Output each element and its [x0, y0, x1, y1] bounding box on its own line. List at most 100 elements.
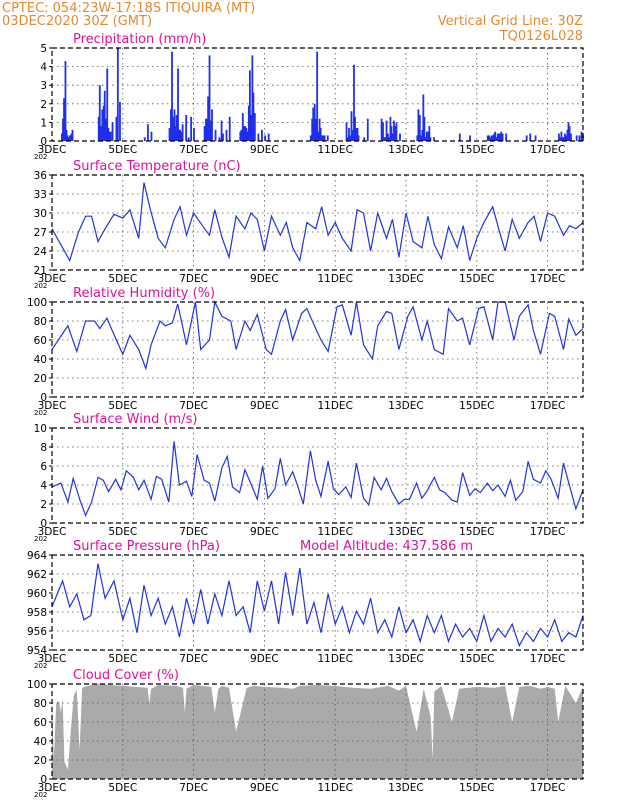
- cloud-xtick-label: 5DEC: [108, 782, 137, 794]
- precip-bar: [493, 133, 496, 141]
- header-location: CPTEC: 054:23W-17:18S ITIQUIRA (MT): [2, 1, 255, 16]
- pres-frame: [51, 554, 584, 651]
- rh-title: Relative Humidity (%): [73, 286, 215, 301]
- precip-bar: [427, 131, 429, 141]
- precip-bar: [71, 129, 74, 141]
- header-grid-note: Vertical Grid Line: 30Z: [438, 14, 583, 29]
- wind-xtick-label: 7DEC: [179, 526, 208, 538]
- precip-bar: [529, 133, 532, 141]
- precip-bar: [416, 135, 419, 141]
- wind-year-stub: 202: [34, 535, 47, 543]
- precip-bar: [98, 85, 101, 141]
- precip-bar: [109, 131, 112, 141]
- precip-bar: [108, 131, 111, 141]
- precip-bar: [389, 116, 392, 141]
- pres-xtick-label: 13DEC: [388, 653, 423, 665]
- precip-title: Precipitation (mm/h): [73, 32, 206, 47]
- precip-bar: [428, 126, 431, 141]
- precip-bar: [170, 109, 172, 141]
- precip-bar: [228, 116, 231, 141]
- precip-xtick-label: 5DEC: [108, 144, 137, 156]
- precip-bar: [488, 135, 491, 141]
- precip-bar: [319, 127, 322, 141]
- precip-year-stub: 202: [34, 153, 47, 161]
- rh-series-line: [51, 299, 584, 371]
- precip-bar: [209, 120, 212, 141]
- rh-year-stub: 202: [34, 409, 47, 417]
- precip-bar: [394, 126, 396, 141]
- precip-bar: [111, 122, 114, 141]
- precip-bar: [351, 129, 354, 141]
- precip-bar: [179, 129, 182, 141]
- pres-xtick-label: 17DEC: [530, 653, 565, 665]
- precip-bar: [497, 133, 500, 141]
- pres-xtick-label: 3DEC: [38, 653, 67, 665]
- precip-xtick-label: 11DEC: [317, 144, 352, 156]
- temp-xtick-label: 5DEC: [108, 273, 137, 285]
- precip-bar: [390, 126, 393, 141]
- precip-bar: [458, 133, 461, 141]
- precip-bar: [222, 133, 224, 141]
- precip-bar: [248, 70, 251, 141]
- precip-bar: [190, 116, 193, 141]
- precip-bar: [240, 129, 243, 141]
- pres-annotation: Model Altitude: 437.586 m: [300, 539, 473, 554]
- cloud-xtick-label: 13DEC: [388, 782, 423, 794]
- precip-frame: [51, 47, 584, 142]
- precip-bar: [207, 96, 210, 141]
- precip-bar: [345, 122, 348, 141]
- precip-bar: [561, 137, 564, 141]
- precip-ytick-label: 0: [40, 136, 47, 148]
- temp-ytick-label: 30: [34, 208, 47, 220]
- precip-bar: [218, 137, 221, 141]
- precip-xtick-label: 17DEC: [530, 144, 565, 156]
- precip-xtick-label: 13DEC: [388, 144, 423, 156]
- precip-bar: [499, 133, 502, 141]
- precip-bar: [172, 116, 174, 141]
- precip-bar: [314, 118, 317, 141]
- temp-ytick-label: 27: [34, 227, 47, 239]
- precip-ytick-label: 4: [40, 62, 47, 74]
- rh-xtick-label: 15DEC: [459, 400, 494, 412]
- precip-bar: [205, 118, 207, 141]
- pres-xtick-label: 9DEC: [250, 653, 279, 665]
- wind-ytick-label: 0: [40, 518, 47, 530]
- rh-xtick-label: 7DEC: [179, 400, 208, 412]
- precip-bar: [383, 137, 385, 141]
- precip-bar: [500, 131, 503, 141]
- precip-bar: [419, 135, 422, 141]
- header-code: TQ0126L028: [499, 29, 583, 44]
- precip-bar: [393, 120, 395, 141]
- precip-bar: [211, 109, 213, 141]
- precip-bar: [106, 68, 109, 141]
- header-run-date: 03DEC2020 30Z (GMT): [2, 14, 152, 29]
- precip-bar: [565, 135, 567, 141]
- precip-bar: [363, 137, 366, 141]
- precip-bar: [247, 105, 250, 141]
- panel-rh: Relative Humidity (%) 0 20 40 60 80 100 3DEC 5DE…: [27, 286, 584, 417]
- precip-bar: [560, 131, 563, 141]
- precip-bar: [562, 137, 565, 141]
- temp-ytick-label: 24: [34, 246, 48, 258]
- cloud-ytick-label: 60: [34, 717, 47, 729]
- pres-xtick-label: 7DEC: [179, 653, 208, 665]
- pres-ytick-label: 958: [27, 607, 47, 619]
- temp-ytick-label: 21: [34, 265, 47, 277]
- precip-bar: [61, 133, 63, 141]
- temp-xtick-label: 11DEC: [317, 273, 352, 285]
- precip-bar: [316, 51, 319, 141]
- precip-bar: [491, 135, 494, 141]
- panels: Precipitation (mm/h) 0 1 2 3 4 5 3DEC 5DEC 7DEC 9D…: [27, 32, 584, 799]
- precip-bar: [69, 135, 71, 141]
- precip-bar: [64, 61, 67, 141]
- rh-ytick-label: 80: [34, 316, 47, 328]
- precip-ytick-label: 3: [40, 80, 47, 92]
- precip-bar: [558, 133, 560, 141]
- precip-bar: [346, 137, 349, 141]
- precip-bar: [261, 129, 263, 141]
- rh-xtick-label: 3DEC: [38, 400, 67, 412]
- wind-frame: [51, 427, 584, 524]
- wind-xtick-label: 5DEC: [108, 526, 137, 538]
- precip-bar: [65, 129, 68, 141]
- precip-bar: [116, 48, 119, 141]
